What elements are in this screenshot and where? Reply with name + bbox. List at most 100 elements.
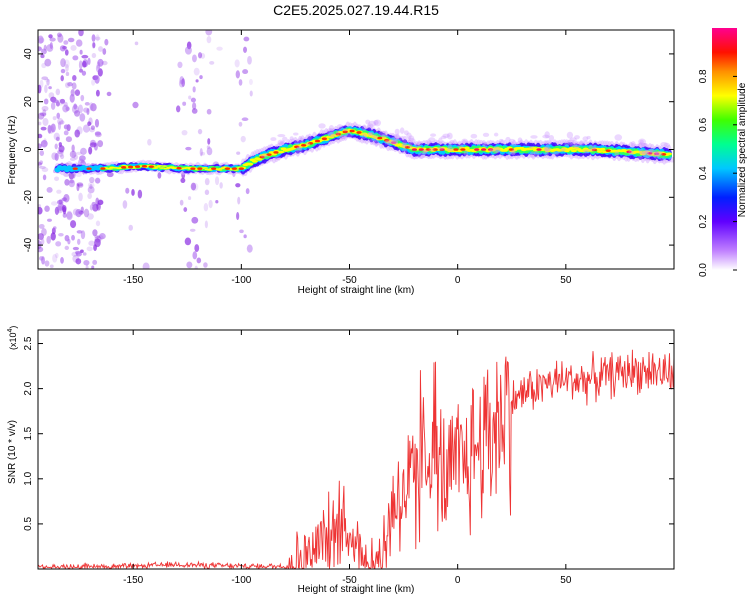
spectrogram-halo-dot (628, 150, 634, 156)
snr-x-tick-label: 0 (455, 575, 461, 586)
spectrogram-noise-dot (90, 103, 97, 112)
spectrogram-halo-dot (668, 156, 674, 163)
colorbar: 0.0 0.2 0.4 0.6 0.8 Normalized spectral ampl… (698, 28, 748, 277)
spectrogram-peak-cell (432, 148, 438, 151)
spectrogram-halo-dot (510, 142, 518, 147)
spectrogram-x-ticks: -150 -100 -50 0 50 (123, 30, 572, 286)
spectrogram-noise-dot (54, 152, 59, 161)
spectrogram-noise-dot (82, 60, 87, 68)
spectrogram-noise-dot (191, 216, 199, 224)
spectrogram-peak-cell (439, 148, 445, 151)
spectrogram-y-tick-label: 0 (23, 146, 34, 152)
spectrogram-halo-dot (643, 149, 649, 156)
spectrogram-noise-dot (80, 230, 86, 240)
spectrogram-halo-dot (447, 143, 452, 149)
spectrogram-halo-dot (361, 124, 367, 132)
spectrogram-halo-dot (393, 134, 400, 141)
snr-panel: -150 -100 -50 0 50 0.5 1.0 1.5 2.0 2.5 Height of… (7, 326, 675, 595)
spectrogram-noise-dot (193, 67, 200, 76)
spectrogram-halo-dot (567, 139, 575, 145)
spectrogram-noise-dot (41, 48, 47, 55)
spectrogram-noise-dot (137, 189, 143, 199)
spectrogram-halo-dot (639, 139, 644, 144)
spectrogram-halo-dot (583, 149, 590, 154)
spectrogram-noise-dot (43, 98, 49, 105)
colorbar-tick-label: 0.2 (698, 214, 709, 228)
spectrogram-noise-dot (83, 259, 90, 266)
spectrogram-noise-dot (58, 233, 64, 237)
spectrogram-noise-dot (73, 103, 78, 110)
spectrogram-halo-dot (495, 149, 500, 153)
spectrogram-halo-dot (422, 149, 429, 154)
spectrogram-halo-dot (508, 138, 516, 143)
spectrogram-halo-dot (438, 137, 443, 145)
spectrogram-noise-dot (63, 59, 70, 68)
spectrogram-x-tick-label: -150 (123, 275, 143, 286)
spectrogram-noise-dot (44, 205, 50, 212)
spectrogram-noise-dot (206, 147, 213, 156)
spectrogram-noise-dot (76, 182, 84, 187)
snr-x-label: Height of straight line (km) (298, 584, 415, 595)
spectrogram-noise-dot (49, 42, 53, 49)
spectrogram-noise-dot (132, 101, 139, 109)
spectrogram-noise-dot (177, 61, 183, 69)
spectrogram-halo-dot (449, 139, 455, 145)
spectrogram-noise-dot (88, 117, 93, 126)
spectrogram-noise-dot (68, 179, 75, 188)
spectrogram-noise-dot (249, 90, 253, 97)
spectrogram-noise-dot (238, 121, 243, 127)
spectrogram-noise-dot (242, 69, 249, 75)
spectrogram-halo-dot (542, 134, 550, 139)
spectrogram-halo-dot (386, 140, 391, 146)
spectrogram-peak-cell (460, 148, 466, 151)
spectrogram-noise-dot (41, 228, 47, 236)
spectrogram-noise-dot (39, 165, 46, 170)
spectrogram-halo-dot (326, 128, 334, 136)
spectrogram-noise-dot (248, 78, 253, 86)
spectrogram-halo-dot (373, 119, 382, 127)
spectrogram-noise-dot (50, 201, 58, 206)
spectrogram-peak-cell (377, 136, 383, 140)
spectrogram-noise-dot (64, 179, 70, 186)
spectrogram-halo-dot (641, 143, 649, 148)
snr-x-tick-label: -100 (231, 575, 251, 586)
spectrogram-noise-dot (90, 125, 96, 131)
spectrogram-noise-dot (69, 93, 75, 103)
spectrogram-noise-dot (48, 34, 53, 39)
spectrogram-noise-dot (97, 140, 104, 148)
spectrogram-noise-dot (97, 68, 103, 77)
spectrogram-noise-dot (180, 177, 186, 183)
spectrogram-noise-dot (157, 172, 162, 179)
spectrogram-halo-dot (361, 133, 368, 139)
spectrogram-peak-cell (418, 148, 424, 151)
spectrogram-halo-dot (417, 152, 426, 159)
spectrogram-noise-dot (63, 101, 68, 108)
spectrogram-noise-dot (41, 105, 49, 112)
spectrogram-halo-dot (407, 143, 413, 149)
spectrogram-noise-dot (192, 86, 196, 93)
spectrogram-noise-dot (194, 244, 200, 253)
spectrogram-noise-dot (234, 59, 240, 68)
spectrogram-halo-dot (544, 131, 550, 139)
spectrogram-peak-cell (654, 152, 660, 156)
spectrogram-peak-cell (197, 167, 203, 170)
spectrogram-noise-dot (49, 264, 54, 269)
spectrogram-noise-dot (97, 58, 104, 67)
spectrogram-noise-dot (48, 86, 52, 90)
spectrogram-noise-dot (106, 171, 114, 178)
spectrogram-halo-dot (650, 149, 658, 154)
spectrogram-halo-dot (289, 136, 294, 141)
spectrogram-noise-dot (236, 151, 241, 155)
spectrogram-halo-dot (588, 144, 597, 152)
spectrogram-peak-cell (335, 132, 341, 136)
spectrogram-noise-dot (81, 70, 87, 76)
spectrogram-halo-dot (305, 142, 311, 146)
snr-series-line (38, 349, 674, 569)
spectrogram-halo-dot (430, 133, 437, 137)
spectrogram-noise-dot (40, 140, 48, 148)
spectrogram-noise-dot (59, 120, 65, 125)
spectrogram-peak-cell (321, 137, 328, 140)
spectrogram-halo-dot (378, 130, 387, 137)
spectrogram-noise-dot (53, 132, 60, 141)
spectrogram-noise-dot (95, 34, 100, 42)
